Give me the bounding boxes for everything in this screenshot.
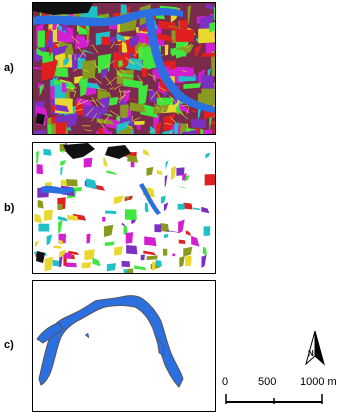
object-selection-panel <box>32 142 216 274</box>
object-selection-image <box>34 143 215 273</box>
panel-b-label: b) <box>4 202 15 214</box>
water-body-outline-map <box>36 295 184 388</box>
scale-label-1000: 1000 m <box>300 376 337 388</box>
panel-a-label: a) <box>4 62 14 74</box>
water-body-panel <box>32 280 216 412</box>
panel-c-label: c) <box>4 339 14 351</box>
scale-label-500: 500 <box>258 376 277 388</box>
scale-label-0: 0 <box>222 376 229 388</box>
north-arrow-icon <box>305 330 325 366</box>
segmentation-map-image <box>33 3 215 134</box>
scale-bar <box>225 394 323 404</box>
segmentation-map-panel <box>32 2 216 135</box>
north-label: N <box>308 349 314 358</box>
